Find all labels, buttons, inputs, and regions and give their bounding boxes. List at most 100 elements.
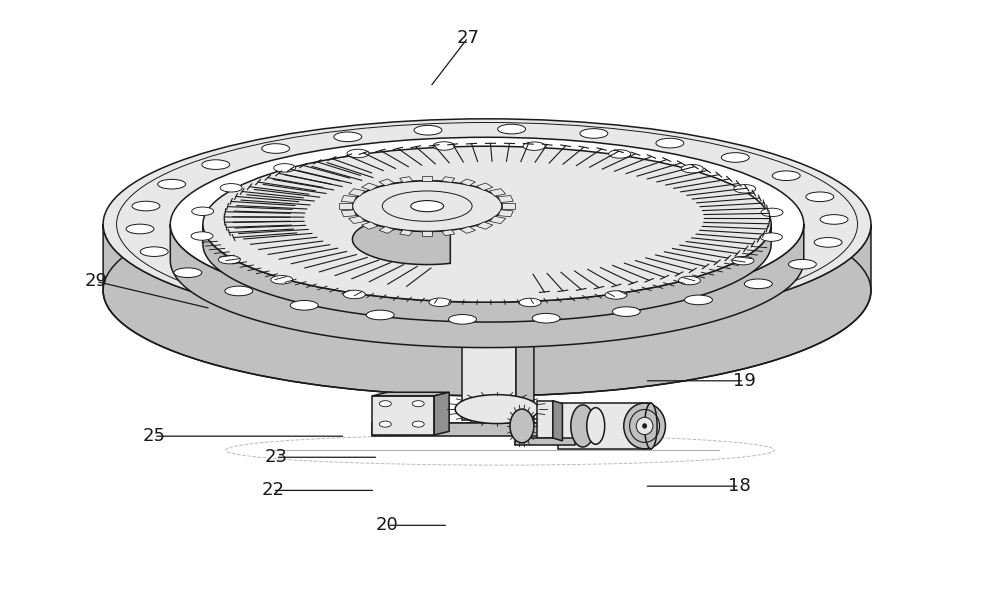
Ellipse shape (429, 298, 451, 307)
Polygon shape (498, 195, 513, 203)
Ellipse shape (384, 427, 396, 433)
Ellipse shape (366, 310, 394, 320)
Ellipse shape (132, 201, 160, 211)
Ellipse shape (734, 185, 756, 193)
Polygon shape (339, 203, 352, 209)
Polygon shape (422, 177, 432, 181)
Ellipse shape (678, 276, 700, 285)
Polygon shape (103, 224, 871, 396)
Ellipse shape (624, 403, 665, 449)
Polygon shape (362, 222, 378, 229)
Polygon shape (462, 284, 516, 420)
Text: 19: 19 (733, 372, 756, 390)
Text: 29: 29 (85, 272, 108, 290)
Ellipse shape (645, 403, 657, 449)
Ellipse shape (498, 124, 526, 134)
Ellipse shape (126, 224, 154, 234)
Polygon shape (442, 230, 455, 235)
Polygon shape (341, 195, 356, 203)
Ellipse shape (605, 291, 627, 299)
Polygon shape (372, 423, 569, 427)
Polygon shape (442, 177, 455, 183)
Polygon shape (352, 181, 450, 264)
Ellipse shape (379, 421, 391, 427)
Ellipse shape (412, 421, 424, 427)
Text: 27: 27 (457, 28, 480, 47)
Ellipse shape (225, 286, 253, 296)
Text: 23: 23 (264, 448, 287, 466)
Ellipse shape (580, 129, 608, 139)
Polygon shape (460, 226, 475, 234)
Ellipse shape (643, 424, 647, 428)
Polygon shape (379, 179, 394, 186)
Ellipse shape (170, 137, 804, 311)
Ellipse shape (510, 409, 534, 443)
Polygon shape (372, 392, 449, 396)
Ellipse shape (411, 201, 444, 212)
Ellipse shape (609, 150, 631, 158)
Polygon shape (498, 210, 513, 217)
Polygon shape (516, 284, 534, 425)
Ellipse shape (203, 146, 771, 302)
Polygon shape (203, 224, 771, 322)
Ellipse shape (519, 298, 541, 307)
Ellipse shape (379, 401, 391, 407)
Ellipse shape (612, 307, 640, 316)
Polygon shape (170, 224, 804, 348)
Ellipse shape (806, 192, 834, 201)
Ellipse shape (772, 171, 800, 180)
Ellipse shape (433, 142, 455, 150)
Polygon shape (460, 179, 475, 186)
Ellipse shape (140, 247, 168, 257)
Ellipse shape (656, 139, 684, 148)
Polygon shape (341, 210, 356, 217)
Polygon shape (349, 216, 365, 224)
Polygon shape (515, 438, 575, 445)
Ellipse shape (192, 207, 214, 215)
Ellipse shape (636, 417, 653, 434)
Ellipse shape (761, 208, 783, 217)
Ellipse shape (262, 144, 290, 153)
Ellipse shape (820, 215, 848, 224)
Ellipse shape (202, 160, 230, 169)
Ellipse shape (220, 183, 242, 192)
Ellipse shape (744, 279, 772, 289)
Text: 20: 20 (376, 516, 399, 534)
Ellipse shape (455, 394, 539, 424)
Polygon shape (477, 222, 493, 229)
Polygon shape (400, 177, 413, 183)
Polygon shape (434, 392, 449, 435)
Ellipse shape (271, 275, 293, 284)
Polygon shape (400, 230, 413, 235)
Ellipse shape (191, 232, 213, 240)
Polygon shape (489, 216, 506, 224)
Polygon shape (556, 423, 569, 440)
Ellipse shape (788, 260, 816, 269)
Ellipse shape (103, 119, 871, 330)
Polygon shape (537, 401, 553, 438)
Ellipse shape (721, 152, 749, 162)
Polygon shape (349, 189, 365, 196)
Ellipse shape (448, 315, 476, 324)
Ellipse shape (760, 233, 782, 241)
Ellipse shape (414, 125, 442, 135)
Polygon shape (372, 423, 556, 436)
Ellipse shape (343, 290, 365, 299)
Text: 22: 22 (261, 482, 284, 499)
Polygon shape (362, 183, 378, 191)
Polygon shape (489, 189, 506, 196)
Ellipse shape (384, 427, 396, 433)
Ellipse shape (158, 179, 186, 189)
Ellipse shape (347, 149, 369, 158)
Ellipse shape (174, 268, 202, 278)
Ellipse shape (274, 164, 296, 172)
Ellipse shape (290, 301, 318, 310)
Ellipse shape (684, 295, 712, 305)
Polygon shape (379, 226, 394, 234)
Ellipse shape (523, 142, 545, 151)
Ellipse shape (587, 408, 605, 444)
Polygon shape (372, 396, 434, 435)
Ellipse shape (571, 405, 595, 447)
Polygon shape (558, 403, 651, 449)
Ellipse shape (412, 401, 424, 407)
